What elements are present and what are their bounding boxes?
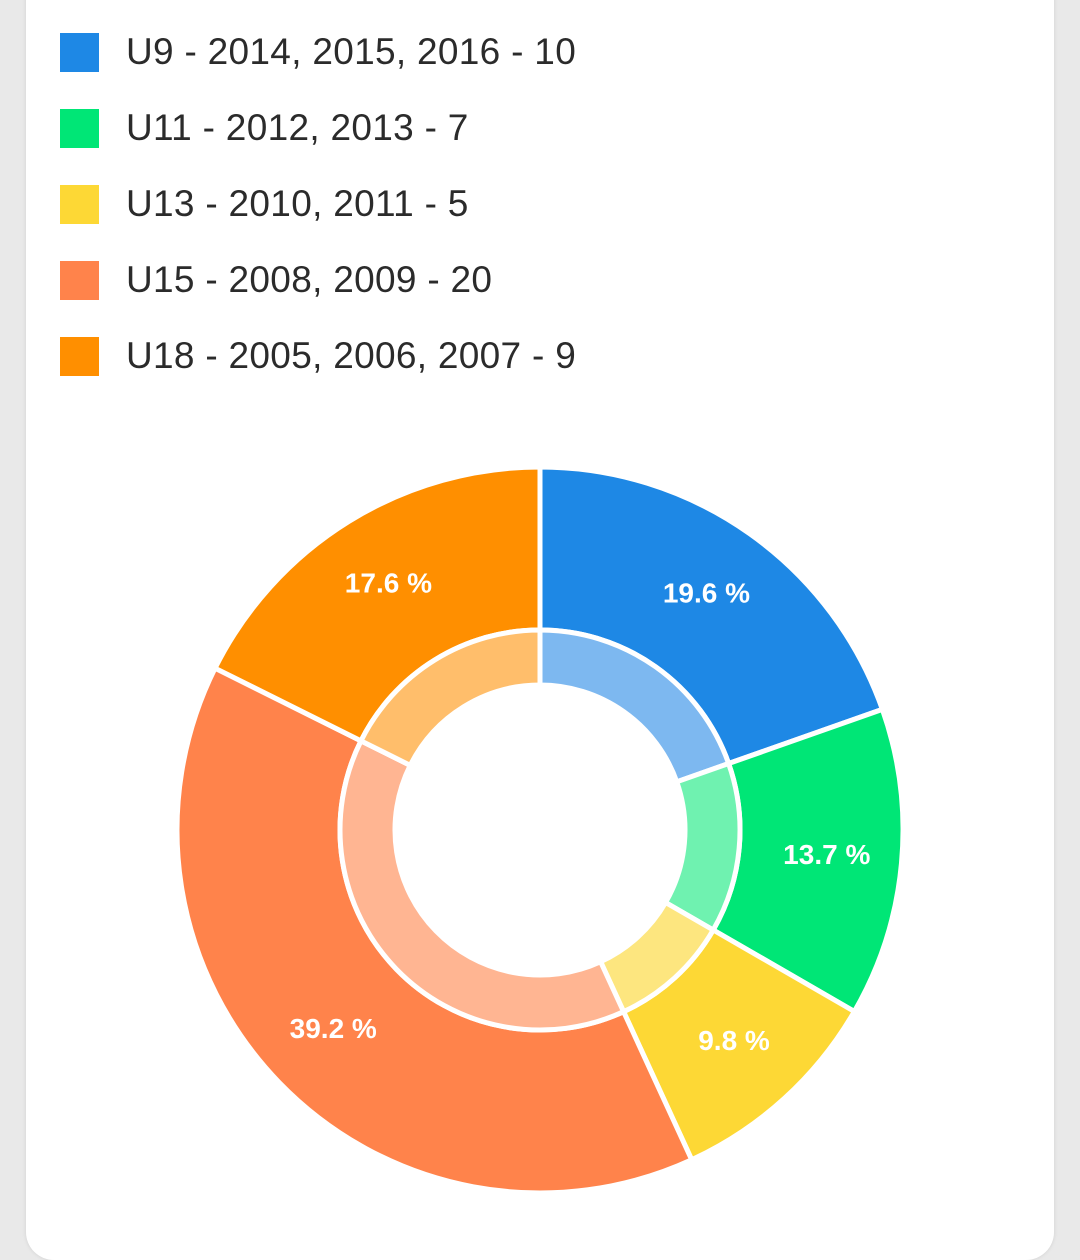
legend-swatch-u18 (60, 336, 99, 376)
legend-swatch-u11 (60, 108, 99, 148)
legend-swatch-u15 (60, 260, 99, 300)
legend-label-u13: U13 - 2010, 2011 - 5 (126, 183, 469, 224)
legend-swatch-u9 (60, 32, 99, 72)
legend-item-u15[interactable]: U15 - 2008, 2009 - 20 (60, 242, 960, 318)
labels-group: 19.6 % 13.7 % 9.8 % 39.2 % 17.6 % (290, 568, 871, 1057)
legend-item-u13[interactable]: U13 - 2010, 2011 - 5 (60, 166, 960, 242)
slice-percent-label-u13: 9.8 % (698, 1025, 770, 1056)
legend-label-u18: U18 - 2005, 2006, 2007 - 9 (126, 335, 577, 376)
slice-inner-u18 (358, 627, 543, 768)
donut-chart: 19.6 % 13.7 % 9.8 % 39.2 % 17.6 % (174, 464, 906, 1196)
legend-item-u11[interactable]: U11 - 2012, 2013 - 7 (60, 90, 960, 166)
legend-item-u9[interactable]: U9 - 2014, 2015, 2016 - 10 (60, 14, 960, 90)
legend-item-u18[interactable]: U18 - 2005, 2006, 2007 - 9 (60, 318, 960, 394)
slice-u9[interactable] (537, 464, 885, 767)
chart-legend: U9 - 2014, 2015, 2016 - 10 U11 - 2012, 2… (60, 14, 960, 394)
slice-percent-label-u18: 17.6 % (345, 568, 432, 599)
slice-percent-label-u11: 13.7 % (783, 839, 870, 870)
legend-label-u9: U9 - 2014, 2015, 2016 - 10 (126, 31, 577, 72)
legend-label-u11: U11 - 2012, 2013 - 7 (126, 107, 469, 148)
legend-label-u15: U15 - 2008, 2009 - 20 (126, 259, 493, 300)
slice-percent-label-u15: 39.2 % (290, 1013, 377, 1044)
slices-group (174, 464, 906, 1196)
slice-inner-u15 (337, 738, 627, 1033)
slice-percent-label-u9: 19.6 % (663, 577, 750, 608)
legend-swatch-u13 (60, 184, 99, 224)
